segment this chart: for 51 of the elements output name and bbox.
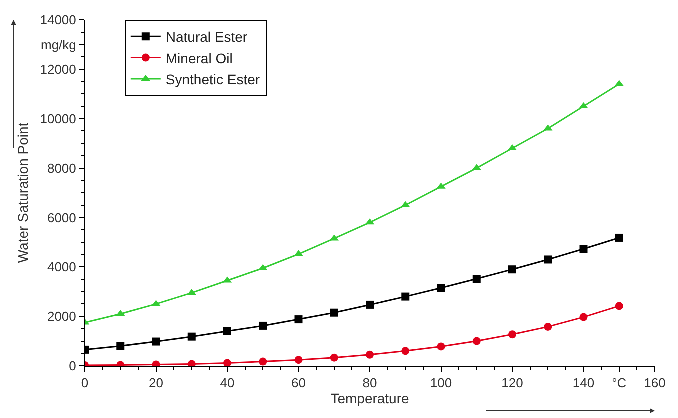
y-axis-title: Water Saturation Point (14, 122, 31, 264)
point (152, 338, 160, 346)
y-tick-label: 2000 (47, 309, 76, 324)
point (508, 266, 516, 274)
point (259, 322, 268, 330)
point (330, 308, 338, 317)
point (366, 350, 374, 359)
y-tick-label: 12000 (40, 62, 76, 77)
point (508, 330, 516, 339)
x-tick-label: 40 (220, 376, 235, 391)
y-tick-label: 4000 (47, 260, 76, 275)
x-tick-label: 100 (430, 376, 452, 391)
point (615, 234, 624, 242)
point (366, 300, 374, 309)
point (437, 342, 446, 351)
y-tick-label: 14000 (40, 12, 76, 28)
point (188, 332, 196, 341)
point (402, 292, 410, 301)
y-tick-label: 0 (69, 358, 76, 374)
point (472, 337, 481, 346)
x-tick-label: 160 (644, 376, 666, 391)
x-tick-label: 120 (502, 376, 524, 391)
point (580, 313, 588, 322)
x-tick-label: 80 (362, 376, 378, 391)
point (224, 327, 232, 336)
x-tick-label: °C (612, 376, 627, 391)
x-tick-label: 140 (572, 376, 595, 391)
x-tick-label: 20 (149, 376, 164, 391)
point (294, 316, 303, 324)
point (472, 275, 481, 284)
point (116, 342, 125, 350)
point (544, 322, 552, 331)
y-tick-label: 10000 (40, 111, 76, 126)
point (259, 358, 268, 366)
point (544, 256, 552, 264)
x-tick-label: 60 (292, 376, 306, 391)
point (437, 284, 446, 292)
x-tick-label: 0 (81, 376, 89, 391)
point (224, 359, 232, 366)
point (580, 245, 588, 254)
point (330, 354, 338, 362)
point (615, 302, 624, 310)
point (402, 347, 410, 356)
y-tick-label: 6000 (47, 210, 76, 226)
legend-label: Natural Ester (166, 29, 248, 46)
point (294, 356, 303, 364)
legend-label: Synthetic Ester (166, 71, 260, 88)
y-tick-label: mg/kg (40, 37, 76, 52)
legend-label: Mineral Oil (166, 50, 233, 66)
y-tick-label: 8000 (47, 160, 76, 176)
x-axis-title: Temperature (330, 390, 410, 407)
